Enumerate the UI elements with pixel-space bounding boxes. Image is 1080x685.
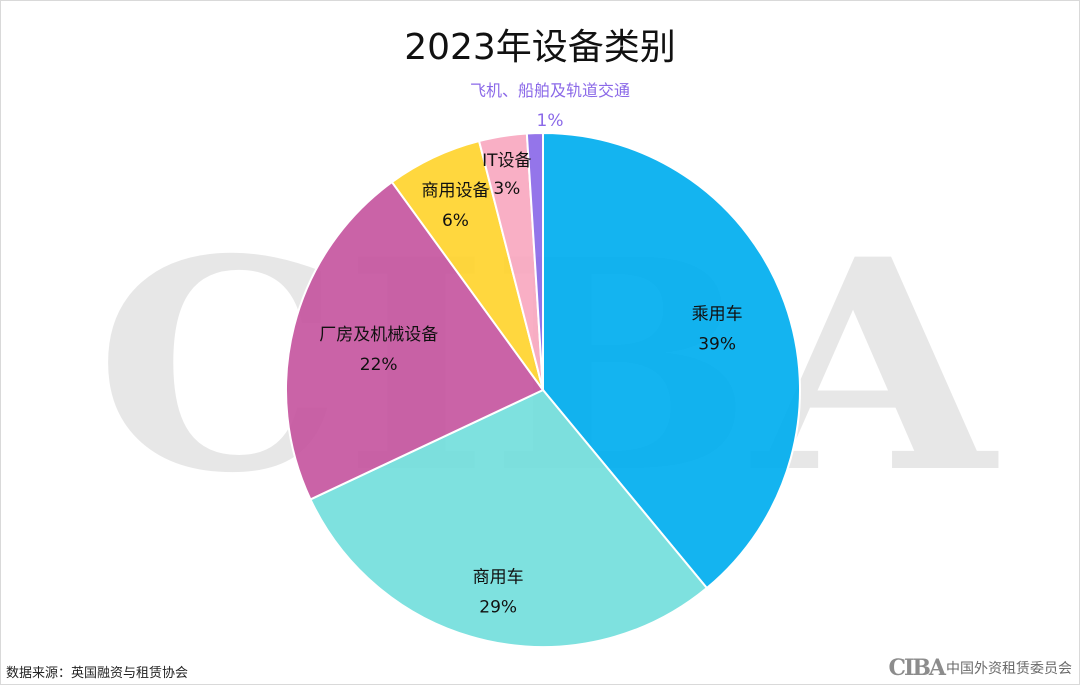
pie-slice-2 xyxy=(309,388,709,648)
organization-name: 中国外资租赁委员会 xyxy=(946,661,1072,677)
pie-slice-6 xyxy=(525,131,544,391)
pie-slice-3 xyxy=(285,180,545,501)
chart-title: 2023年设备类别 xyxy=(404,27,676,68)
slice-value-label-1: 39% xyxy=(698,334,736,354)
footer-logo: CIBA 中国外资租赁委员会 xyxy=(889,655,1072,681)
slice-value-label-5: 3% xyxy=(493,179,520,199)
pie-slice-1 xyxy=(542,131,801,590)
slice-label-1: 乘用车 xyxy=(692,304,743,324)
slice-value-label-6: 1% xyxy=(537,111,564,131)
slice-label-2: 商用车 xyxy=(473,568,524,588)
slice-value-label-4: 6% xyxy=(442,211,469,231)
slice-label-3: 厂房及机械设备 xyxy=(319,325,438,345)
slice-label-5: IT设备 xyxy=(482,151,531,171)
ciba-logo: CIBA xyxy=(888,655,946,681)
slice-value-label-2: 29% xyxy=(479,598,517,618)
slice-value-label-3: 22% xyxy=(360,355,398,375)
slice-label-6: 飞机、船舶及轨道交通 xyxy=(470,81,630,100)
slice-label-4: 商用设备 xyxy=(421,181,489,201)
data-source-note: 数据来源：英国融资与租赁协会 xyxy=(6,666,189,681)
